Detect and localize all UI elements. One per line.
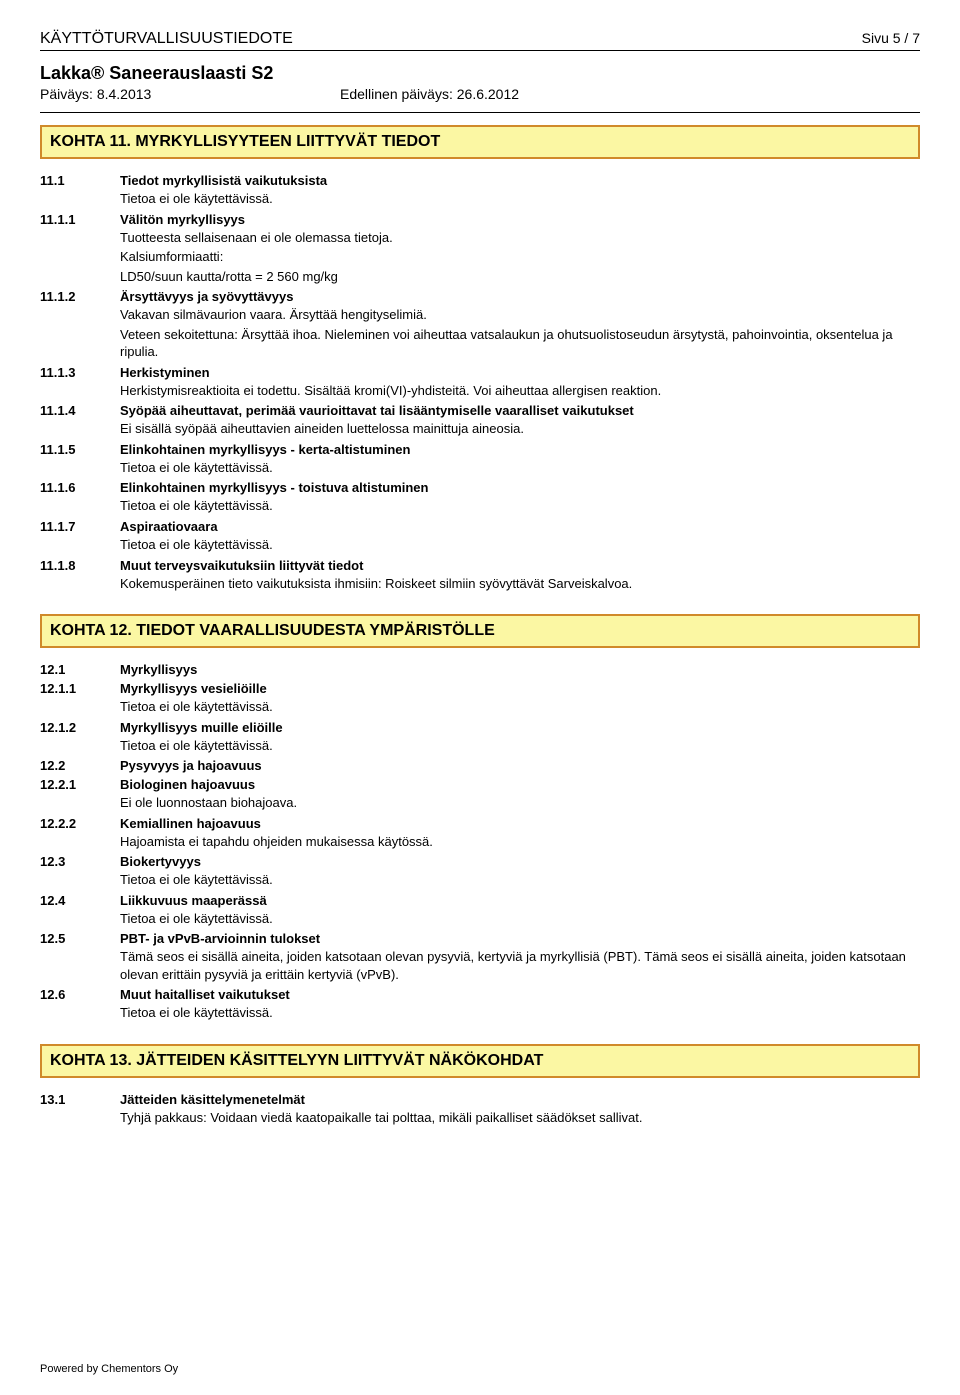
row-12-1-2: 12.1.2 Myrkyllisyys muille eliöille Tiet… [40,720,920,755]
footer-text: Powered by Chementors Oy [40,1363,178,1375]
text: Tietoa ei ole käytettävissä. [120,190,920,208]
title: Muut terveysvaikutuksiin liittyvät tiedo… [120,558,920,573]
num: 12.3 [40,854,120,889]
text: Tietoa ei ole käytettävissä. [120,737,920,755]
row-12-2-2: 12.2.2 Kemiallinen hajoavuus Hajoamista … [40,816,920,851]
row-11-1-6: 11.1.6 Elinkohtainen myrkyllisyys - tois… [40,480,920,515]
doc-title: KÄYTTÖTURVALLISUUSTIEDOTE [40,30,293,48]
row-11-1-5: 11.1.5 Elinkohtainen myrkyllisyys - kert… [40,442,920,477]
num: 11.1.5 [40,442,120,477]
text: Kokemusperäinen tieto vaikutuksista ihmi… [120,575,920,593]
section-11-heading: KOHTA 11. MYRKYLLISYYTEEN LIITTYVÄT TIED… [40,125,920,159]
text: Tietoa ei ole käytettävissä. [120,910,920,928]
title: Myrkyllisyys muille eliöille [120,720,920,735]
title: Muut haitalliset vaikutukset [120,987,920,1002]
header-top: KÄYTTÖTURVALLISUUSTIEDOTE Sivu 5 / 7 [40,30,920,48]
row-11-1-8: 11.1.8 Muut terveysvaikutuksiin liittyvä… [40,558,920,593]
title: Liikkuvuus maaperässä [120,893,920,908]
text: Veteen sekoitettuna: Ärsyttää ihoa. Niel… [120,326,920,361]
title: PBT- ja vPvB-arvioinnin tulokset [120,931,920,946]
row-11-1-2: 11.1.2 Ärsyttävyys ja syövyttävyys Vakav… [40,289,920,361]
num: 11.1.1 [40,212,120,286]
row-11-1-1: 11.1.1 Välitön myrkyllisyys Tuotteesta s… [40,212,920,286]
row-12-3: 12.3 Biokertyvyys Tietoa ei ole käytettä… [40,854,920,889]
text: Tietoa ei ole käytettävissä. [120,1004,920,1022]
row-12-1-1: 12.1.1 Myrkyllisyys vesieliöille Tietoa … [40,681,920,716]
text: Tietoa ei ole käytettävissä. [120,698,920,716]
num: 12.2.2 [40,816,120,851]
row-13-1: 13.1 Jätteiden käsittelymenetelmät Tyhjä… [40,1092,920,1127]
num: 11.1.8 [40,558,120,593]
title: Syöpää aiheuttavat, perimää vaurioittava… [120,403,920,418]
title: Herkistyminen [120,365,920,380]
text: Tietoa ei ole käytettävissä. [120,536,920,554]
num: 12.2.1 [40,777,120,812]
num: 12.6 [40,987,120,1022]
divider [40,112,920,113]
title: Aspiraatiovaara [120,519,920,534]
row-11-1-7: 11.1.7 Aspiraatiovaara Tietoa ei ole käy… [40,519,920,554]
text: Kalsiumformiaatti: [120,248,920,266]
text: Tietoa ei ole käytettävissä. [120,497,920,515]
row-11-1: 11.1 Tiedot myrkyllisistä vaikutuksista … [40,173,920,208]
text: Herkistymisreaktioita ei todettu. Sisält… [120,382,920,400]
divider [40,50,920,51]
num: 12.1.2 [40,720,120,755]
row-11-1-3: 11.1.3 Herkistyminen Herkistymisreaktioi… [40,365,920,400]
row-12-2: 12.2 Pysyvyys ja hajoavuus [40,758,920,773]
title: Biologinen hajoavuus [120,777,920,792]
title: Biokertyvyys [120,854,920,869]
section-13-heading: KOHTA 13. JÄTTEIDEN KÄSITTELYYN LIITTYVÄ… [40,1044,920,1078]
num: 13.1 [40,1092,120,1127]
title: Elinkohtainen myrkyllisyys - kerta-altis… [120,442,920,457]
header-dates: Päiväys: 8.4.2013 Edellinen päiväys: 26.… [40,86,920,102]
text: Ei sisällä syöpää aiheuttavien aineiden … [120,420,920,438]
title: Kemiallinen hajoavuus [120,816,920,831]
text: Hajoamista ei tapahdu ohjeiden mukaisess… [120,833,920,851]
title: Välitön myrkyllisyys [120,212,920,227]
row-12-4: 12.4 Liikkuvuus maaperässä Tietoa ei ole… [40,893,920,928]
num: 12.1.1 [40,681,120,716]
num: 11.1.3 [40,365,120,400]
text: Tietoa ei ole käytettävissä. [120,871,920,889]
title: Tiedot myrkyllisistä vaikutuksista [120,173,920,188]
text: Tämä seos ei sisällä aineita, joiden kat… [120,948,920,983]
row-11-1-4: 11.1.4 Syöpää aiheuttavat, perimää vauri… [40,403,920,438]
row-12-5: 12.5 PBT- ja vPvB-arvioinnin tulokset Tä… [40,931,920,983]
date2-label: Edellinen päiväys: [340,86,457,102]
date1-label: Päiväys: [40,86,97,102]
row-12-2-1: 12.2.1 Biologinen hajoavuus Ei ole luonn… [40,777,920,812]
title: Myrkyllisyys vesieliöille [120,681,920,696]
num: 11.1.4 [40,403,120,438]
num: 12.1 [40,662,120,677]
text: Vakavan silmävaurion vaara. Ärsyttää hen… [120,306,920,324]
text: Tuotteesta sellaisenaan ei ole olemassa … [120,229,920,247]
text: Tyhjä pakkaus: Voidaan viedä kaatopaikal… [120,1109,920,1127]
date2: 26.6.2012 [457,86,519,102]
title: Elinkohtainen myrkyllisyys - toistuva al… [120,480,920,495]
title: Myrkyllisyys [120,662,920,677]
text: Ei ole luonnostaan biohajoava. [120,794,920,812]
title: Pysyvyys ja hajoavuus [120,758,920,773]
section-12-heading: KOHTA 12. TIEDOT VAARALLISUUDESTA YMPÄRI… [40,614,920,648]
title: Ärsyttävyys ja syövyttävyys [120,289,920,304]
product-name: Lakka® Saneerauslaasti S2 [40,63,920,84]
title: Jätteiden käsittelymenetelmät [120,1092,920,1107]
num: 12.4 [40,893,120,928]
num: 12.2 [40,758,120,773]
text: Tietoa ei ole käytettävissä. [120,459,920,477]
row-12-6: 12.6 Muut haitalliset vaikutukset Tietoa… [40,987,920,1022]
page-number: Sivu 5 / 7 [862,30,920,48]
num: 11.1.2 [40,289,120,361]
row-12-1: 12.1 Myrkyllisyys [40,662,920,677]
date1: 8.4.2013 [97,86,152,102]
text: LD50/suun kautta/rotta = 2 560 mg/kg [120,268,920,286]
num: 11.1.7 [40,519,120,554]
num: 12.5 [40,931,120,983]
num: 11.1.6 [40,480,120,515]
num: 11.1 [40,173,120,208]
